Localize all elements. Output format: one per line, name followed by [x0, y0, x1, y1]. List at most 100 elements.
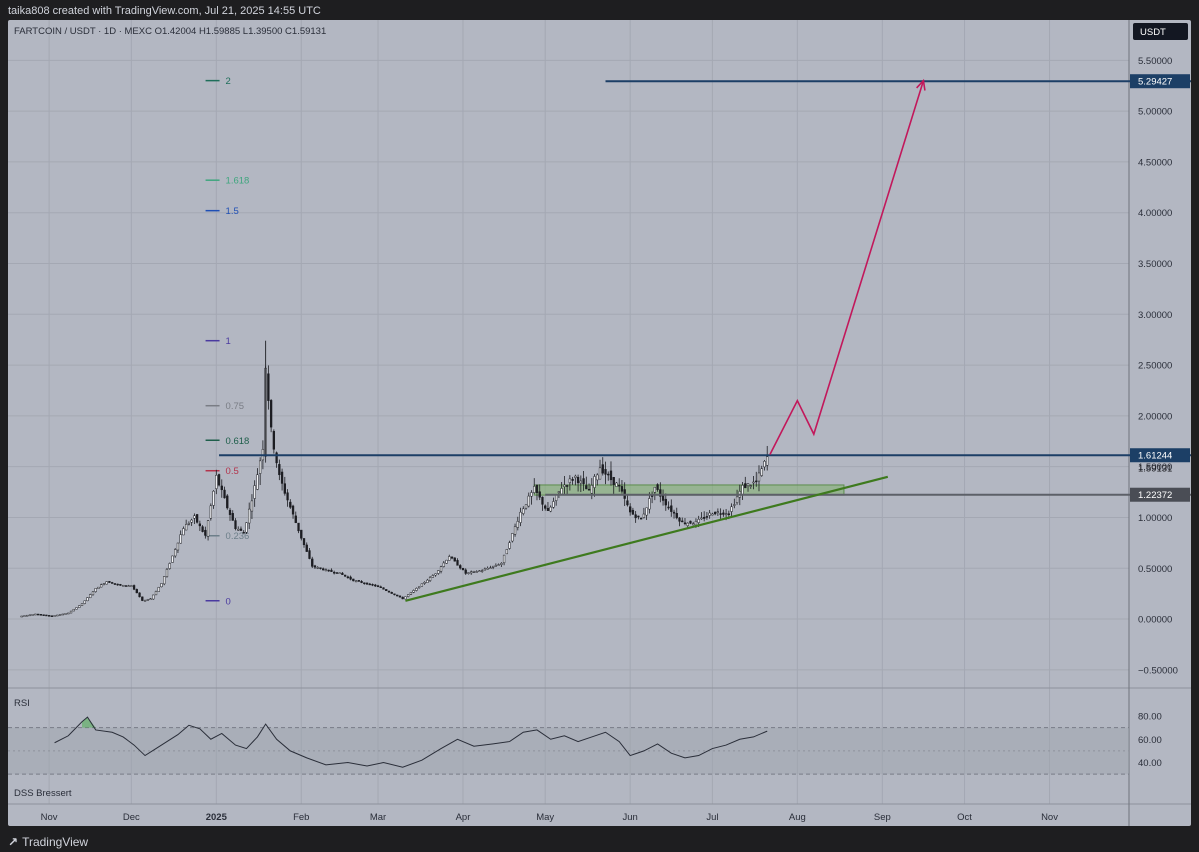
candle-body [349, 576, 352, 580]
candle-body [64, 613, 67, 615]
candle-body [582, 478, 585, 484]
candle-body [755, 480, 758, 483]
tradingview-mark-icon: ↗ [8, 835, 19, 849]
candle-body [102, 583, 106, 585]
candle-body [78, 605, 81, 608]
candle-body [179, 534, 182, 544]
dss-label: DSS Bressert [14, 788, 72, 799]
candle-body [552, 501, 555, 508]
tradingview-logo[interactable]: ↗ TradingView [8, 835, 88, 849]
candle-body [459, 565, 462, 569]
level-badge [1130, 448, 1190, 463]
candle-body [204, 529, 207, 536]
candle-body [245, 522, 248, 533]
candle-body [160, 583, 163, 588]
candle-body [513, 526, 517, 535]
currency-label: USDT [1140, 27, 1166, 38]
candle-body [305, 544, 308, 552]
candle-body [86, 597, 89, 602]
fib-level-label: 1.618 [226, 176, 250, 187]
footer-bar: ↗ TradingView [0, 826, 1199, 852]
level-badge-label: 1.22372 [1138, 490, 1172, 501]
candle-body [404, 596, 407, 600]
candle-body [327, 569, 330, 572]
candle-body [242, 532, 245, 534]
projection-arrowhead [916, 78, 926, 91]
candle-body [461, 567, 465, 571]
price-tick-label: 5.50000 [1138, 56, 1172, 67]
time-tick-label: Feb [293, 812, 309, 823]
candle-body [97, 586, 100, 589]
candle-body [174, 549, 177, 557]
candle-body [549, 506, 552, 512]
last-price-label: 1.59131 [1138, 463, 1172, 474]
candle-body [637, 515, 640, 518]
candle-body [36, 613, 40, 616]
candle-body [297, 522, 300, 532]
grid-lines [8, 20, 1129, 804]
candle-body [713, 511, 717, 515]
candle-body [604, 469, 607, 475]
candle-body [343, 574, 347, 577]
candle-body [116, 583, 119, 586]
candle-body [280, 471, 284, 484]
candle-body [664, 498, 667, 506]
candle-body [396, 594, 399, 597]
candle-body [185, 524, 188, 531]
candle-body [629, 506, 632, 513]
candle-body [527, 495, 530, 507]
rsi-line [54, 716, 768, 768]
level-badge [1130, 487, 1190, 502]
chart-panel[interactable]: 0 0.236 0.5 0.618 0.75 1 1.5 1.618 2 FARTCOIN / U… [8, 20, 1191, 826]
fib-level-label: 0.75 [226, 401, 245, 412]
time-tick-label: Dec [123, 812, 140, 823]
candle-body [681, 520, 684, 523]
price-axis: 5.50000 5.00000 4.50000 4.00000 3.50000 3.000… [1138, 56, 1178, 677]
candle-body [634, 514, 637, 519]
rsi-tick-label: 60.00 [1138, 735, 1162, 746]
candle-body [612, 477, 615, 486]
candle-body [420, 583, 424, 587]
candle-body [94, 588, 97, 592]
candle-body [735, 496, 739, 503]
candle-body [217, 474, 221, 486]
rsi-tick-label: 40.00 [1138, 758, 1162, 769]
candle-body [683, 522, 687, 525]
candle-body [132, 585, 136, 590]
candle-body [89, 594, 92, 599]
tradingview-brand: TradingView [22, 835, 89, 849]
projection-path [769, 80, 925, 455]
candle-body [138, 592, 141, 598]
candle-body [311, 558, 314, 567]
fib-level-label: 0.618 [226, 436, 250, 447]
candle-body [522, 508, 525, 514]
candle-body [453, 557, 456, 562]
candle-body [609, 470, 613, 481]
time-tick-label: Aug [789, 812, 806, 823]
candle-body [557, 491, 561, 494]
time-tick-label: Mar [370, 812, 386, 823]
candle-body [313, 565, 317, 568]
candle-body [220, 485, 223, 491]
candle-body [234, 520, 237, 529]
candle-body [365, 582, 369, 585]
candle-body [163, 576, 166, 585]
candle-body [302, 538, 306, 546]
candle-body [385, 589, 388, 592]
candle-body [272, 431, 276, 450]
candle-body [130, 585, 133, 587]
candle-body [590, 485, 593, 494]
candle-body [481, 570, 484, 572]
candle-body [316, 567, 319, 569]
candle-body [727, 513, 730, 515]
candle-body [760, 468, 763, 476]
candle-body [231, 513, 234, 521]
candle-body [113, 583, 117, 585]
price-chart[interactable]: 0 0.236 0.5 0.618 0.75 1 1.5 1.618 2 FARTCOIN / U… [8, 20, 1191, 826]
fib-level-label: 2 [226, 76, 231, 87]
candle-body [382, 587, 385, 590]
candle-body [596, 474, 599, 481]
candle-body [579, 480, 582, 484]
candle-body [500, 563, 503, 565]
candle-body [757, 472, 761, 482]
